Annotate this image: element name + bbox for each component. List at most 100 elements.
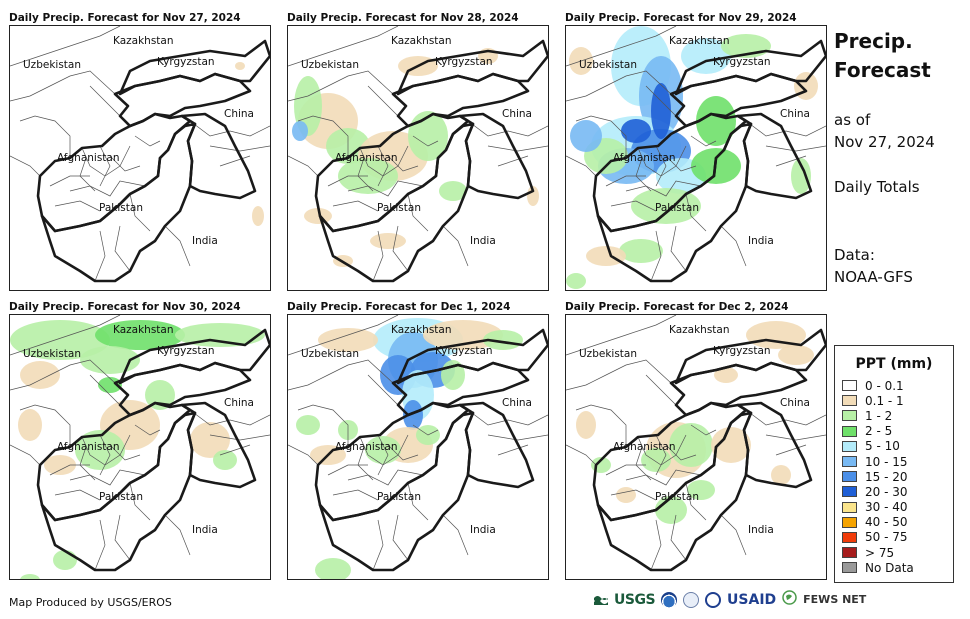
legend-swatch: [842, 471, 857, 483]
precip-area: [711, 427, 751, 463]
admin-boundary: [189, 120, 270, 137]
precip-area: [714, 367, 738, 383]
legend-swatch: [842, 516, 857, 528]
usgs-logo: USGS: [614, 591, 656, 608]
admin-boundary: [442, 514, 469, 556]
country-label-pakistan: Pakistan: [655, 202, 699, 214]
admin-boundary: [332, 200, 379, 212]
country-label-china: China: [502, 397, 532, 409]
legend-swatch: [842, 440, 857, 452]
precip-area: [794, 72, 818, 100]
precip-area: [586, 246, 626, 266]
panel-title: Daily Precip. Forecast for Nov 28, 2024: [287, 12, 519, 24]
country-label-india: India: [470, 235, 496, 247]
admin-boundary: [332, 489, 379, 501]
country-label-pakistan: Pakistan: [99, 202, 143, 214]
legend-label: 50 - 75: [865, 530, 908, 545]
legend-label: 30 - 40: [865, 500, 908, 515]
legend-swatch: [842, 456, 857, 468]
country-label-kyrgyzstan: Kyrgyzstan: [713, 345, 771, 357]
legend-swatch: [842, 410, 857, 422]
legend-item: 0.1 - 1: [835, 393, 953, 408]
admin-boundary: [19, 115, 71, 158]
country-boundary: [396, 39, 548, 96]
sidebar-data-label: Data:: [834, 246, 875, 264]
admin-boundary: [487, 434, 548, 441]
admin-boundary: [655, 434, 667, 476]
sidebar-title: Precip. Forecast: [834, 27, 931, 85]
admin-boundary: [407, 193, 429, 232]
country-label-uzbekistan: Uzbekistan: [301, 59, 359, 71]
admin-boundary: [690, 424, 717, 436]
precip-area: [621, 119, 651, 143]
legend-item: 2 - 5: [835, 424, 953, 439]
admin-boundary: [99, 434, 111, 476]
legend-item: No Data: [835, 560, 953, 575]
fewsnet-globe-icon: [782, 590, 797, 609]
admin-boundary: [690, 135, 717, 147]
forecast-map: Kazakhstan Uzbekistan Kyrgyzstan China Afgha…: [9, 314, 271, 580]
precip-layer: [10, 320, 265, 579]
admin-boundary: [10, 155, 41, 177]
admin-boundary: [54, 200, 101, 212]
legend-swatch: [842, 562, 857, 574]
admin-boundary: [10, 26, 121, 67]
precip-area: [370, 233, 406, 249]
precip-area: [696, 96, 736, 146]
admin-boundary: [625, 180, 702, 197]
precip-area: [292, 121, 308, 141]
forecast-map: Kazakhstan Uzbekistan Kyrgyzstan China Afgha…: [565, 25, 827, 291]
admin-boundary: [610, 489, 657, 501]
admin-boundary: [487, 145, 548, 152]
forecast-panel-6: Daily Precip. Forecast for Dec 2, 2024 K…: [565, 300, 827, 580]
admin-boundary: [288, 155, 319, 177]
admin-boundary: [209, 145, 270, 152]
precip-area: [296, 415, 320, 435]
admin-boundary: [69, 180, 146, 197]
country-boundary: [458, 112, 535, 200]
admin-boundary: [497, 155, 529, 167]
country-label-china: China: [502, 108, 532, 120]
admin-boundary: [89, 85, 121, 117]
admin-boundary: [775, 444, 807, 456]
forecast-panel-2: Daily Precip. Forecast for Nov 28, 2024 …: [287, 11, 549, 291]
legend-swatch: [842, 380, 857, 392]
admin-boundary: [347, 180, 424, 197]
map-svg: [10, 315, 270, 579]
precip-area: [318, 328, 378, 352]
admin-boundary: [164, 225, 191, 267]
country-label-afghanistan: Afghanistan: [57, 152, 120, 164]
country-boundary: [180, 112, 257, 200]
forecast-panel-1: Daily Precip. Forecast for Nov 27, 2024 …: [9, 11, 271, 291]
country-boundary: [736, 401, 813, 489]
panel-title: Daily Precip. Forecast for Nov 30, 2024: [9, 301, 241, 313]
admin-boundary: [219, 444, 251, 456]
admin-boundary: [288, 444, 319, 466]
country-label-kyrgyzstan: Kyrgyzstan: [157, 56, 215, 68]
precip-area: [95, 320, 185, 350]
admin-boundary: [566, 26, 677, 67]
precip-area: [681, 38, 731, 74]
legend-item: 50 - 75: [835, 530, 953, 545]
admin-boundary: [99, 145, 111, 187]
admin-boundary: [605, 464, 646, 476]
precip-area: [651, 83, 671, 139]
admin-boundary: [367, 374, 399, 406]
map-svg: [566, 315, 826, 572]
country-label-kyrgyzstan: Kyrgyzstan: [157, 345, 215, 357]
country-boundary: [118, 39, 270, 96]
precip-layer: [235, 62, 264, 226]
legend-label: 0.1 - 1: [865, 393, 904, 408]
precip-area: [20, 574, 40, 579]
country-label-uzbekistan: Uzbekistan: [301, 348, 359, 360]
admin-boundary: [655, 145, 667, 187]
admin-boundary: [209, 434, 270, 441]
country-label-kyrgyzstan: Kyrgyzstan: [435, 56, 493, 68]
country-label-uzbekistan: Uzbekistan: [579, 59, 637, 71]
precip-area: [669, 423, 713, 467]
country-label-kazakhstan: Kazakhstan: [391, 35, 452, 47]
admin-boundary: [566, 444, 597, 466]
admin-boundary: [109, 444, 141, 461]
admin-boundary: [387, 444, 419, 461]
sidebar-title-line2: Forecast: [834, 58, 931, 82]
